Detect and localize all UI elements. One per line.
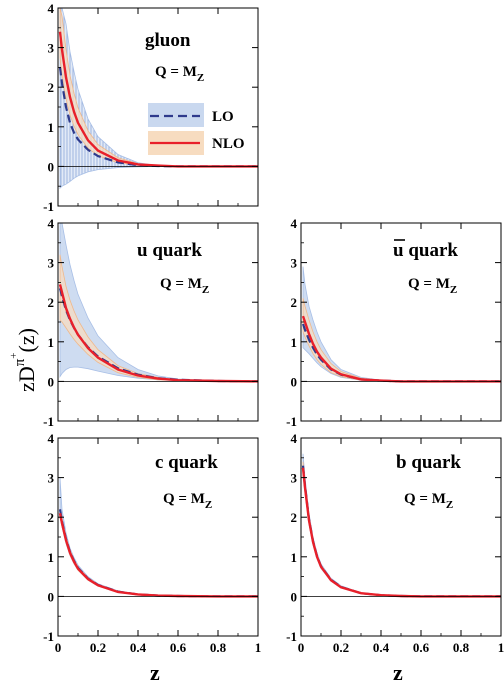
ytick-label-ubar: 0 — [291, 374, 298, 389]
band-lo-b — [302, 453, 501, 597]
xtick-label-c: 1 — [255, 640, 262, 655]
ytick-label-gluon: 2 — [48, 80, 55, 95]
curve-nlo-u — [58, 284, 258, 383]
ytick-label-b: 1 — [291, 550, 298, 565]
ytick-label-c: 2 — [48, 510, 55, 525]
xtick-label-c: 0.6 — [170, 640, 187, 655]
scale-label-b: Q = MZ — [404, 491, 453, 511]
ytick-label-u: 1 — [48, 335, 55, 350]
ytick-label-gluon: 0 — [48, 159, 55, 174]
axes-gluon: -1 0 1 2 3 4 — [43, 1, 259, 214]
ytick-label-c: 4 — [48, 431, 55, 446]
ytick-label-gluon: -1 — [43, 199, 54, 214]
ytick-label-gluon: 1 — [48, 120, 55, 135]
xtick-label-c: 0 — [55, 640, 62, 655]
ytick-label-b: 3 — [291, 471, 298, 486]
xtick-label-c: 0.4 — [130, 640, 147, 655]
x-axis-label-right: z — [393, 660, 403, 685]
xtick-label-b: 0.8 — [453, 640, 470, 655]
y-axis-label: zDπ+(z) — [8, 328, 39, 392]
ytick-label-ubar: 2 — [291, 295, 298, 310]
curves-u — [58, 284, 258, 383]
panel-u: -1 0 1 2 3 4 u quark Q = MZ — [43, 216, 259, 429]
ytick-label-u: 2 — [48, 295, 55, 310]
scale-label-gluon: Q = MZ — [155, 64, 204, 84]
ytick-label-gluon: 4 — [48, 1, 55, 16]
panel-title-b: b quark — [396, 452, 461, 473]
xtick-label-c: 0.8 — [210, 640, 227, 655]
scale-label-ubar: Q = MZ — [408, 276, 457, 296]
band-lo-ubar — [302, 266, 501, 382]
legend-nlo-label: NLO — [212, 136, 245, 152]
xtick-label-b: 0.6 — [413, 640, 430, 655]
ytick-label-c: 3 — [48, 471, 55, 486]
curves-c — [58, 509, 258, 598]
panel-ubar: -1 0 1 2 3 4 u quark Q = MZ — [286, 216, 502, 429]
scale-label-u: Q = MZ — [160, 276, 209, 296]
xtick-label-c: 0.2 — [90, 640, 106, 655]
curve-lo-c — [58, 509, 258, 598]
ytick-label-ubar: 1 — [291, 335, 298, 350]
bands-ubar — [302, 266, 501, 382]
ytick-label-c: -1 — [43, 629, 54, 644]
panel-gluon: -1 0 1 2 3 4 gluon Q = MZ — [43, 1, 259, 214]
xtick-label-b: 0.2 — [333, 640, 349, 655]
bands-b — [302, 453, 501, 597]
ytick-label-ubar: 4 — [291, 216, 298, 231]
band-nlo-b — [302, 461, 501, 597]
ytick-label-b: 4 — [291, 431, 298, 446]
ytick-label-c: 0 — [48, 589, 55, 604]
ytick-label-b: -1 — [286, 629, 297, 644]
curves-b — [301, 465, 501, 598]
ytick-label-c: 1 — [48, 550, 55, 565]
panel-title-u: u quark — [137, 240, 202, 261]
panel-title-ubar: u quark — [393, 240, 458, 261]
curve-lo-b — [301, 465, 501, 598]
ytick-label-b: 0 — [291, 589, 298, 604]
axes-ubar: -1 0 1 2 3 4 — [286, 216, 502, 429]
ytick-label-gluon: 3 — [48, 41, 55, 56]
curve-nlo-c — [58, 512, 258, 598]
ytick-label-b: 2 — [291, 510, 298, 525]
band-nlo-c — [59, 509, 258, 597]
panel-title-c: c quark — [155, 452, 218, 473]
xtick-label-b: 1 — [498, 640, 504, 655]
ytick-label-u: 4 — [48, 216, 55, 231]
xtick-label-b: 0 — [298, 640, 305, 655]
x-axis-label-left: z — [150, 660, 160, 685]
panel-title-gluon: gluon — [145, 30, 191, 51]
curve-lo-ubar — [301, 323, 501, 383]
ytick-label-u: -1 — [43, 414, 54, 429]
ytick-label-ubar: -1 — [286, 414, 297, 429]
curve-lo-gluon — [58, 67, 258, 168]
ytick-label-ubar: 3 — [291, 256, 298, 271]
ytick-label-u: 0 — [48, 374, 55, 389]
scale-label-c: Q = MZ — [163, 491, 212, 511]
curve-nlo-b — [301, 467, 501, 598]
xtick-label-b: 0.4 — [373, 640, 390, 655]
ytick-label-u: 3 — [48, 256, 55, 271]
legend: LO NLO — [148, 103, 245, 155]
axes-u: -1 0 1 2 3 4 — [43, 216, 259, 429]
legend-lo-label: LO — [212, 109, 234, 125]
